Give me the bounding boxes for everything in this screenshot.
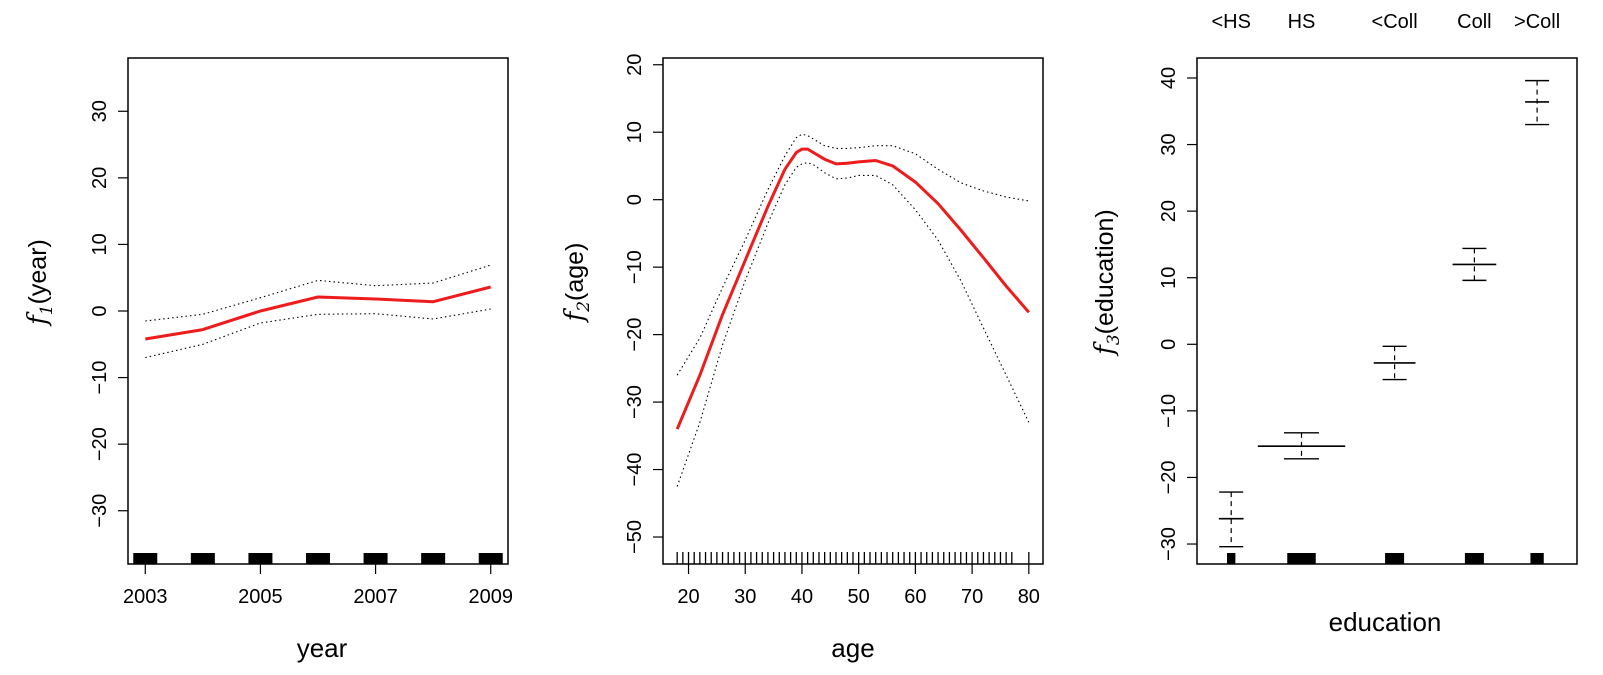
panel-education: education f3(education) −30 −20 −10 0 10 20 30…	[1090, 11, 1578, 637]
y-axis-title-sub: 2	[574, 301, 594, 313]
x-tick-label: 50	[848, 586, 870, 608]
panel-year: year f1(year) −30 −20 −10 0 10 20 30 2003 2005 20…	[23, 57, 513, 663]
x-tick-label: 80	[1018, 586, 1040, 608]
rug-block	[306, 553, 330, 564]
y-tick-label: 20	[1158, 200, 1180, 222]
fit-line	[145, 285, 492, 341]
x-axis-title-age: age	[831, 633, 874, 663]
x-tick-label: 2007	[353, 586, 398, 608]
y-tick-label: −40	[624, 453, 646, 487]
y-tick-label: 30	[1158, 133, 1180, 155]
y-tick-label: −30	[624, 385, 646, 419]
y-tick-label: −10	[1158, 394, 1180, 428]
y-tick-label: 40	[1158, 67, 1180, 89]
rug-block	[248, 553, 273, 564]
rug-block	[190, 553, 215, 564]
y-axis-title-year: f1(year)	[23, 239, 57, 327]
rug-block	[1464, 553, 1484, 564]
y-tick-label: 20	[89, 167, 111, 189]
x-tick-label: 2005	[238, 586, 283, 608]
y-tick-label: −20	[624, 318, 646, 352]
panel-age: age f2(age) −50 −40 −30 −20 −10 0 10 20 20 30 40 50…	[560, 54, 1044, 663]
y-tick-label: 30	[89, 100, 111, 122]
rug-block	[478, 553, 503, 564]
rug-block	[421, 553, 446, 564]
x-tick-label: 20	[677, 586, 699, 608]
y-tick-label: 0	[1158, 339, 1180, 350]
rug-block	[1227, 553, 1236, 564]
rug-block	[1385, 553, 1405, 564]
y-tick-label: 10	[89, 233, 111, 255]
rug-block	[1530, 553, 1544, 564]
y-tick-label: 0	[89, 305, 111, 316]
y-tick-label: 20	[624, 54, 646, 76]
y-tick-label: −50	[624, 520, 646, 554]
x-tick-label: 30	[734, 586, 756, 608]
y-axis-title-age: f2(age)	[560, 243, 594, 324]
x-axis-title-year: year	[297, 633, 348, 663]
y-tick-label: −10	[89, 361, 111, 395]
plot-frame	[662, 57, 1044, 565]
y-tick-label: −10	[624, 250, 646, 284]
upper-confidence-line	[145, 264, 491, 322]
lower-confidence-line	[676, 162, 1030, 487]
category-label: <HS	[1211, 11, 1250, 33]
y-axis-title-education: f3(education)	[1090, 209, 1124, 357]
y-tick-label: −20	[89, 427, 111, 461]
y-tick-label: 0	[624, 194, 646, 205]
lower-confidence-line	[145, 308, 491, 359]
x-tick-label: 2009	[468, 586, 513, 608]
y-axis-title-sub: 1	[37, 304, 57, 315]
x-tick-label: 2003	[123, 586, 168, 608]
y-axis-title-arg: (age)	[561, 243, 589, 301]
x-tick-label: 60	[904, 586, 926, 608]
plot-frame	[127, 57, 509, 565]
x-tick-label: 40	[791, 586, 813, 608]
y-axis-title-arg: (education)	[1091, 209, 1119, 334]
y-tick-label: −20	[1158, 460, 1180, 494]
y-axis-title-sub: 3	[1104, 334, 1124, 345]
category-label: <Coll	[1372, 11, 1418, 33]
x-tick-label: 70	[961, 586, 983, 608]
category-label: HS	[1288, 11, 1316, 33]
rug-block	[1287, 553, 1316, 564]
plot-frame	[1196, 57, 1578, 565]
rug-block	[363, 553, 388, 564]
y-tick-label: −30	[1158, 527, 1180, 561]
upper-confidence-line	[676, 133, 1029, 376]
category-label: Coll	[1457, 11, 1491, 33]
y-tick-label: −30	[89, 494, 111, 528]
y-tick-label: 10	[624, 121, 646, 143]
y-axis-title-arg: (year)	[24, 239, 52, 304]
x-axis-title-education: education	[1329, 607, 1442, 637]
fit-line	[675, 147, 1030, 430]
y-tick-label: 10	[1158, 267, 1180, 289]
rug-block	[133, 553, 158, 564]
category-label: >Coll	[1514, 11, 1560, 33]
